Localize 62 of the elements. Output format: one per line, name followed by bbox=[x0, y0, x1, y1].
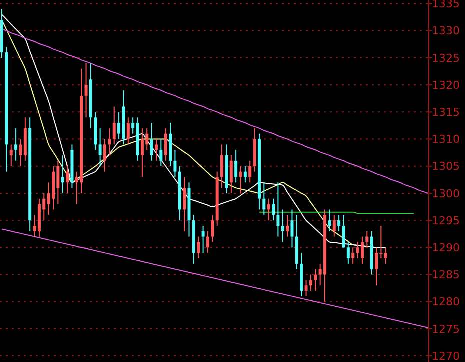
candlestick bbox=[267, 198, 270, 222]
candlestick bbox=[230, 155, 233, 194]
y-tick-label: 1330 bbox=[432, 24, 460, 38]
line-series bbox=[2, 228, 428, 328]
y-tick-label: 1300 bbox=[432, 187, 460, 200]
candlestick bbox=[346, 242, 350, 264]
candlestick bbox=[10, 144, 13, 167]
candlestick bbox=[366, 230, 369, 248]
candlestick bbox=[262, 182, 266, 216]
candlestick bbox=[286, 214, 290, 238]
candlestick bbox=[160, 138, 163, 167]
candlestick bbox=[132, 117, 135, 134]
candlestick bbox=[304, 280, 308, 297]
candlestick bbox=[375, 247, 378, 286]
candlestick bbox=[384, 247, 388, 264]
candlestick bbox=[234, 150, 238, 184]
candlestick bbox=[112, 106, 116, 146]
candlestick bbox=[206, 230, 210, 254]
y-tick-label: 1280 bbox=[432, 296, 460, 309]
candlestick bbox=[164, 128, 168, 162]
candlestick bbox=[352, 247, 355, 264]
candlestick bbox=[360, 236, 364, 264]
candlestick bbox=[126, 117, 130, 146]
candlestick bbox=[150, 122, 154, 162]
candlestick bbox=[108, 128, 112, 156]
candlestick bbox=[276, 182, 280, 238]
candlestick bbox=[103, 138, 106, 172]
candlestick bbox=[98, 128, 102, 167]
candlestick bbox=[281, 209, 284, 243]
y-tick-label: 1295 bbox=[432, 214, 460, 228]
y-tick-label: 1290 bbox=[432, 242, 460, 255]
candlestick bbox=[290, 209, 294, 248]
y-tick-label: 1310 bbox=[432, 133, 460, 146]
candlestick bbox=[220, 144, 224, 189]
y-tick-label: 1325 bbox=[432, 52, 460, 65]
candlestick bbox=[338, 214, 341, 232]
candlestick bbox=[309, 274, 312, 292]
y-tick-label: 1275 bbox=[432, 322, 460, 336]
y-tick-label: 1320 bbox=[432, 78, 460, 92]
y-tick-label: 1315 bbox=[432, 106, 460, 120]
candlestick bbox=[154, 138, 158, 162]
candlestick bbox=[314, 268, 318, 292]
y-tick-label: 1305 bbox=[432, 160, 460, 174]
candlestick bbox=[244, 166, 247, 184]
candlestick bbox=[211, 214, 214, 243]
candlestick bbox=[174, 150, 177, 178]
candlestick bbox=[342, 214, 346, 248]
candlestick bbox=[183, 176, 186, 232]
candlestick bbox=[19, 138, 22, 167]
y-tick-label: 1270 bbox=[432, 350, 460, 362]
candlestick bbox=[202, 225, 205, 254]
candlestick bbox=[332, 214, 336, 238]
candlestick bbox=[328, 209, 332, 232]
candlestick bbox=[61, 155, 64, 194]
candlestick bbox=[272, 198, 276, 222]
candlestick bbox=[239, 166, 242, 194]
candlestick bbox=[84, 62, 88, 118]
y-tick-label: 1285 bbox=[432, 268, 460, 282]
candlestick bbox=[14, 128, 18, 162]
candlestick bbox=[66, 166, 70, 194]
candlestick bbox=[248, 160, 252, 184]
candlestick bbox=[197, 236, 200, 259]
